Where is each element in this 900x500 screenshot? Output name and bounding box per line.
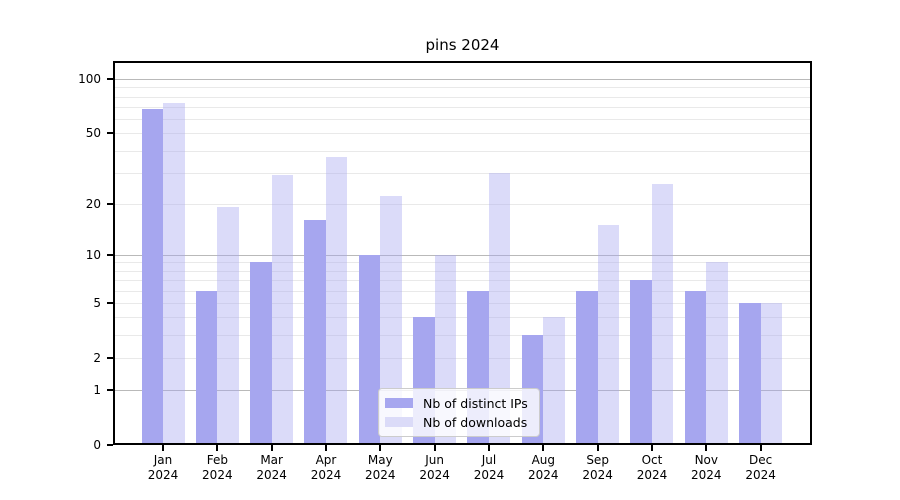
bar-downloads-jul — [488, 172, 511, 443]
minor-gridline-2 — [115, 357, 810, 359]
legend-row-distinct-ips: Nb of distinct IPs — [385, 396, 531, 411]
bar-ips-feb — [195, 290, 218, 443]
x-tick-label-jul: Jul 2024 — [473, 453, 505, 482]
x-tick-mar — [270, 445, 273, 451]
x-tick-label-dec: Dec 2024 — [745, 453, 776, 482]
y-tick-2 — [107, 356, 113, 359]
bar-ips-sep — [576, 290, 598, 443]
minor-gridline-50 — [115, 133, 810, 135]
bar-downloads-mar — [271, 175, 294, 443]
y-tick-label-2: 2 — [93, 350, 101, 365]
x-tick-dec — [759, 445, 762, 451]
x-tick-oct — [650, 445, 653, 451]
x-tick-label-sep: Sep 2024 — [582, 453, 613, 482]
bar-ips-jan — [141, 109, 163, 443]
x-tick-label-nov: Nov 2024 — [691, 453, 722, 482]
bar-downloads-may — [380, 196, 402, 443]
y-tick-5 — [107, 301, 113, 304]
minor-gridline-80 — [115, 96, 810, 98]
legend: Nb of distinct IPs Nb of downloads — [378, 388, 540, 437]
y-tick-label-10: 10 — [85, 247, 101, 262]
major-gridline-100 — [115, 79, 810, 80]
y-tick-label-50: 50 — [85, 126, 101, 141]
x-tick-jan — [162, 445, 164, 451]
minor-gridline-90 — [115, 87, 810, 89]
x-tick-label-feb: Feb 2024 — [202, 453, 233, 482]
x-tick-sep — [596, 445, 599, 451]
y-tick-label-20: 20 — [85, 196, 101, 211]
x-tick-label-oct: Oct 2024 — [636, 453, 668, 482]
x-tick-label-jun: Jun 2024 — [419, 453, 450, 482]
plot-area — [113, 61, 812, 445]
bar-downloads-aug — [543, 317, 565, 443]
minor-gridline-7 — [115, 280, 810, 282]
x-tick-nov — [705, 445, 708, 451]
minor-gridline-70 — [115, 106, 810, 108]
bar-ips-mar — [250, 262, 272, 443]
minor-gridline-5 — [115, 302, 810, 304]
bar-downloads-sep — [597, 225, 620, 443]
bar-downloads-apr — [325, 156, 348, 443]
minor-gridline-6 — [115, 290, 810, 292]
legend-swatch-distinct-ips — [385, 398, 413, 408]
legend-label-downloads: Nb of downloads — [423, 414, 528, 430]
y-tick-10 — [107, 253, 113, 256]
x-tick-apr — [324, 445, 327, 451]
x-tick-may — [379, 445, 382, 451]
x-tick-aug — [542, 445, 545, 451]
y-tick-0 — [107, 444, 113, 446]
y-tick-1 — [107, 389, 113, 392]
x-tick-label-jan: Jan 2024 — [147, 453, 179, 482]
bar-downloads-dec — [760, 302, 783, 443]
x-tick-label-mar: Mar 2024 — [256, 453, 287, 482]
x-tick-jun — [433, 445, 436, 451]
bar-ips-may — [358, 254, 381, 443]
y-tick-20 — [107, 202, 113, 205]
minor-gridline-20 — [115, 203, 810, 205]
bar-downloads-jan — [163, 102, 185, 443]
chart-title: pins 2024 — [425, 36, 500, 54]
y-tick-100 — [107, 78, 113, 80]
minor-gridline-30 — [115, 172, 810, 174]
y-tick-label-0: 0 — [93, 438, 101, 452]
bar-ips-dec — [739, 302, 761, 443]
minor-gridline-3 — [115, 335, 810, 337]
minor-gridline-8 — [115, 270, 810, 272]
minor-gridline-60 — [115, 118, 810, 120]
minor-gridline-9 — [115, 262, 810, 264]
x-tick-feb — [216, 445, 219, 451]
x-tick-label-apr: Apr 2024 — [310, 453, 342, 482]
minor-gridline-40 — [115, 150, 810, 152]
y-tick-label-5: 5 — [93, 295, 101, 310]
x-tick-jul — [487, 445, 490, 451]
bar-downloads-feb — [217, 207, 239, 443]
legend-swatch-downloads — [385, 417, 413, 427]
x-tick-label-may: May 2024 — [365, 453, 396, 482]
bar-downloads-oct — [651, 183, 674, 443]
major-gridline-10 — [115, 254, 810, 256]
bar-ips-apr — [304, 220, 326, 443]
bar-ips-nov — [684, 290, 707, 443]
bar-ips-oct — [630, 280, 652, 443]
legend-label-distinct-ips: Nb of distinct IPs — [423, 395, 528, 411]
legend-row-downloads: Nb of downloads — [385, 415, 531, 430]
bar-downloads-nov — [706, 262, 728, 443]
x-tick-label-aug: Aug 2024 — [528, 453, 559, 482]
y-tick-label-1: 1 — [93, 383, 101, 398]
y-tick-label-100: 100 — [78, 72, 101, 86]
y-tick-50 — [107, 132, 113, 135]
minor-gridline-4 — [115, 317, 810, 319]
